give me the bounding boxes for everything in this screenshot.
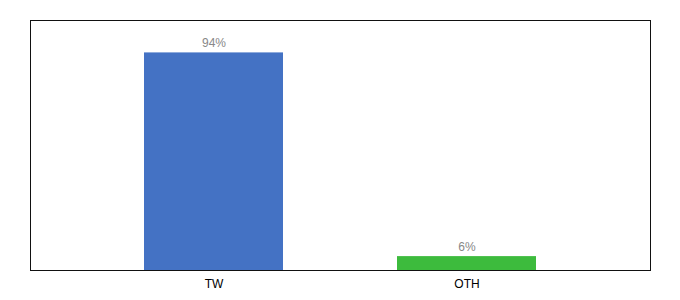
svg-text:94%: 94%: [202, 36, 226, 50]
svg-text:TW: TW: [205, 277, 224, 291]
svg-text:6%: 6%: [458, 240, 476, 254]
svg-text:OTH: OTH: [454, 277, 479, 291]
